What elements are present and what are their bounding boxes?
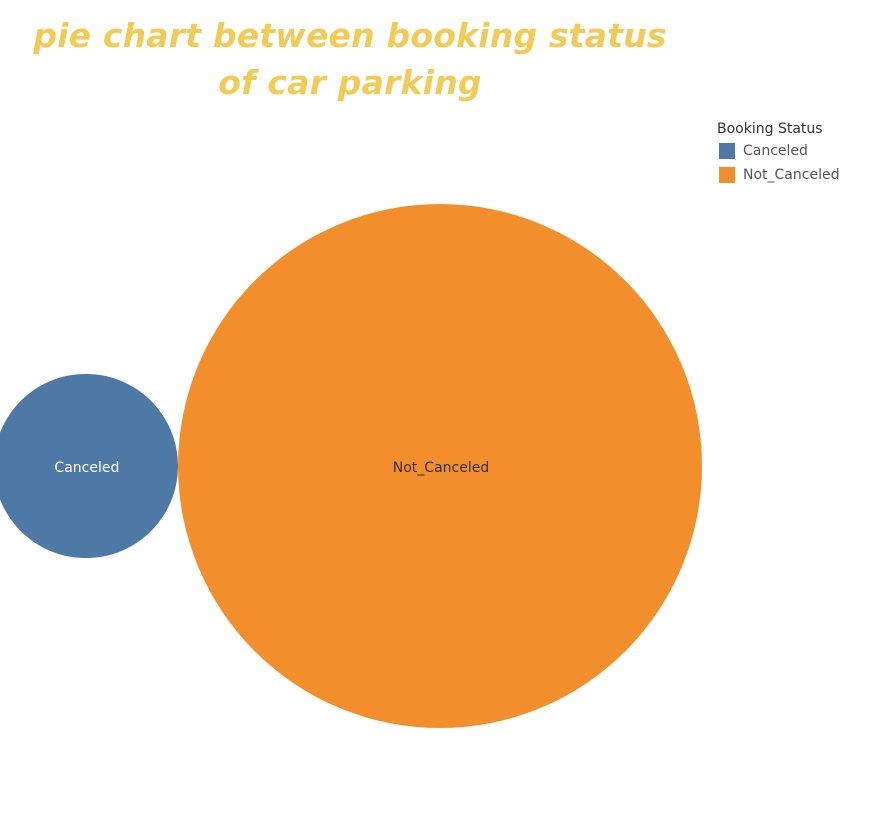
bubble-label-not-canceled: Not_Canceled [393,460,489,476]
bubble-canceled[interactable] [0,373,178,559]
legend-label-not-canceled: Not_Canceled [743,167,840,183]
legend-item-canceled[interactable]: Canceled [719,139,887,163]
legend-swatch-not-canceled [719,167,735,183]
bubble-not-canceled[interactable] [178,204,702,728]
legend-item-not-canceled[interactable]: Not_Canceled [719,163,887,187]
legend-label-canceled: Canceled [743,143,808,159]
chart-title: pie chart between booking status of car … [33,16,667,102]
legend-swatch-canceled [719,143,735,159]
bubble-label-canceled: Canceled [54,460,119,476]
legend: Booking Status Canceled Not_Canceled [717,119,887,187]
legend-title: Booking Status [717,121,823,137]
